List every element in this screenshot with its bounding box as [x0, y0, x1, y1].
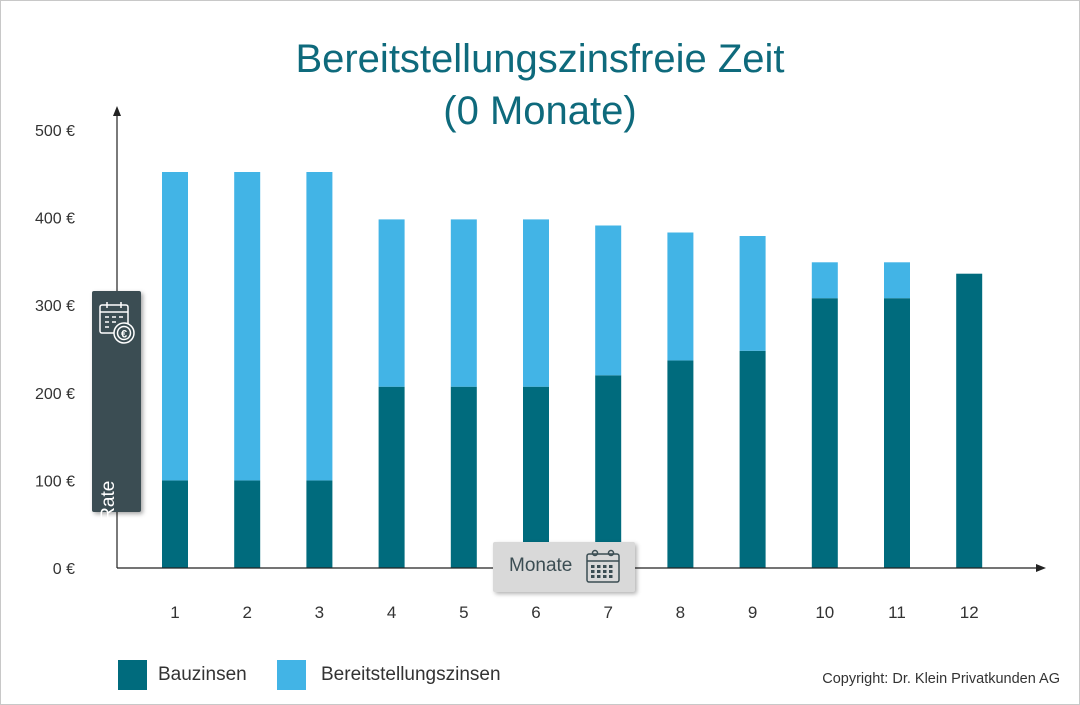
x-axis-label-box: Monate [493, 542, 635, 592]
bar-bereitstellungszinsen-2 [234, 172, 261, 481]
x-tick-label: 3 [315, 603, 324, 622]
legend-label-bereitstellungszinsen: Bereitstellungszinsen [321, 664, 501, 685]
bar-bauzinsen-8 [667, 360, 694, 568]
bar-bereitstellungszinsen-11 [884, 262, 910, 299]
bar-bereitstellungszinsen-1 [162, 172, 188, 481]
x-axis-arrow [1036, 564, 1046, 572]
bar-bauzinsen-11 [884, 298, 910, 568]
bar-bauzinsen-12 [956, 273, 983, 568]
x-tick-label: 1 [170, 603, 179, 622]
y-tick-label: 500 € [35, 123, 75, 140]
x-tick-label: 4 [387, 603, 396, 622]
x-tick-label: 5 [459, 603, 468, 622]
x-axis-label: Monate [509, 555, 573, 576]
bar-bauzinsen-3 [306, 480, 333, 568]
chart-title: Bereitstellungszinsfreie Zeit [295, 37, 785, 81]
bar-bereitstellungszinsen-3 [306, 172, 333, 481]
x-tick-label: 9 [748, 603, 757, 622]
chart-subtitle: (0 Monate) [443, 89, 637, 133]
x-tick-label: 12 [960, 603, 979, 622]
x-tick-label: 11 [888, 603, 906, 622]
x-tick-label: 7 [603, 603, 612, 622]
y-axis-label-box: € monatliche Rate [92, 291, 141, 618]
y-tick-label: 200 € [35, 386, 75, 403]
x-tick-label: 8 [676, 603, 685, 622]
calendar-euro-icon: € [99, 302, 135, 344]
bar-bereitstellungszinsen-7 [595, 225, 622, 376]
bar-bereitstellungszinsen-4 [378, 219, 405, 387]
bar-bauzinsen-7 [595, 375, 622, 568]
bar-bauzinsen-1 [162, 480, 188, 568]
legend-label-bauzinsen: Bauzinsen [158, 664, 247, 685]
x-tick-label: 2 [242, 603, 251, 622]
bar-bereitstellungszinsen-5 [450, 219, 477, 387]
bar-bereitstellungszinsen-9 [739, 236, 766, 351]
bar-bauzinsen-4 [378, 386, 405, 568]
legend-swatch-bereitstellungszinsen [277, 660, 306, 690]
y-tick-label: 300 € [35, 298, 75, 315]
y-tick-label: 400 € [35, 211, 75, 228]
bar-bereitstellungszinsen-10 [811, 262, 838, 299]
copyright-text: Copyright: Dr. Klein Privatkunden AG [822, 671, 1060, 687]
bar-bauzinsen-9 [739, 350, 766, 568]
y-axis-label: monatliche Rate [98, 480, 119, 618]
x-tick-label: 6 [531, 603, 540, 622]
bar-bereitstellungszinsen-8 [667, 232, 694, 361]
bar-bauzinsen-6 [523, 386, 549, 568]
legend-swatch-bauzinsen [118, 660, 147, 690]
bar-bauzinsen-2 [234, 480, 261, 568]
svg-text:€: € [121, 329, 127, 341]
calendar-icon [586, 549, 620, 583]
bar-bereitstellungszinsen-6 [523, 219, 549, 387]
y-axis-arrow [113, 106, 121, 116]
y-tick-label: 100 € [35, 473, 75, 490]
bar-bauzinsen-5 [450, 386, 477, 568]
bar-bauzinsen-10 [811, 298, 838, 568]
y-tick-label: 0 € [53, 561, 75, 578]
x-tick-label: 10 [815, 603, 834, 622]
